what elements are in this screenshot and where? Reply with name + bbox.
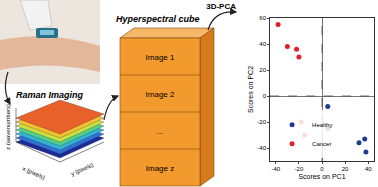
svg-text:Scores on PC1: Scores on PC1 bbox=[298, 173, 345, 180]
svg-text:Image z: Image z bbox=[146, 164, 174, 173]
svg-text:y (pixels): y (pixels) bbox=[70, 162, 94, 177]
svg-text:...: ... bbox=[157, 127, 164, 136]
svg-text:Raman Imaging: Raman Imaging bbox=[16, 90, 84, 100]
svg-text:Cancer: Cancer bbox=[312, 141, 331, 147]
svg-text:20: 20 bbox=[342, 166, 349, 172]
svg-text:Scores on PC2: Scores on PC2 bbox=[247, 66, 254, 113]
svg-text:Hyperspectral cube: Hyperspectral cube bbox=[116, 14, 200, 24]
svg-text:40: 40 bbox=[365, 166, 372, 172]
svg-text:40: 40 bbox=[259, 41, 266, 47]
svg-text:20: 20 bbox=[259, 67, 266, 73]
svg-text:Image 1: Image 1 bbox=[146, 53, 175, 62]
svg-text:0: 0 bbox=[320, 166, 324, 172]
svg-text:x (pixels): x (pixels) bbox=[22, 165, 46, 180]
svg-text:Image 2: Image 2 bbox=[146, 90, 175, 99]
svg-text:0: 0 bbox=[263, 93, 267, 99]
svg-text:-20: -20 bbox=[257, 119, 266, 125]
svg-text:z (wavenumbers): z (wavenumbers) bbox=[5, 104, 11, 150]
svg-text:60: 60 bbox=[259, 15, 266, 21]
svg-text:-40: -40 bbox=[257, 145, 266, 151]
svg-text:-40: -40 bbox=[271, 166, 280, 172]
svg-text:3D-PCA: 3D-PCA bbox=[206, 2, 236, 11]
svg-text:Healthy: Healthy bbox=[312, 122, 332, 128]
svg-text:-20: -20 bbox=[295, 166, 304, 172]
